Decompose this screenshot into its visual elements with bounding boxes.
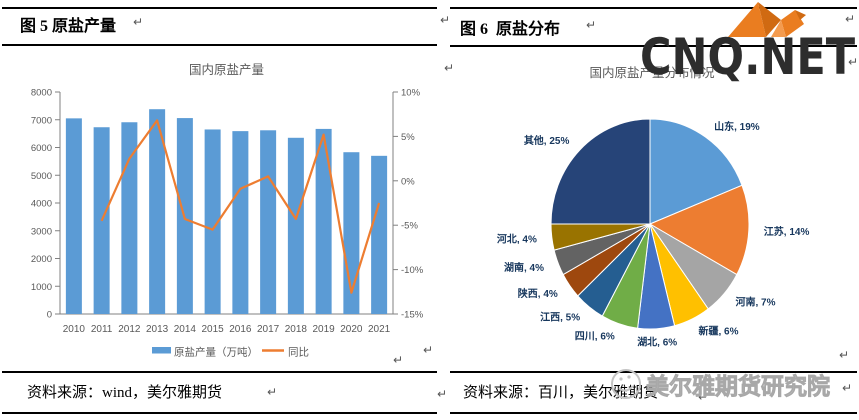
- left-axis-label: 7000: [31, 115, 52, 126]
- right-axis-label: -15%: [401, 310, 424, 321]
- right-table-footer-border: [450, 371, 857, 373]
- left-axis-label: 6000: [31, 143, 52, 154]
- x-axis-label: 2011: [91, 324, 113, 335]
- return-mark-icon: ↵: [437, 387, 448, 401]
- pie-label-湖南: 湖南, 4%: [504, 261, 544, 274]
- right-axis-label: 10%: [401, 88, 421, 99]
- right-table-bottom-border: [450, 412, 857, 414]
- bar-line-chart-svg: 国内原盐产量 0 1000 2000 3000 4000 5000 6000 7000 8000 1…: [31, 63, 424, 359]
- pie-label-江苏: 江苏, 14%: [764, 225, 810, 238]
- bar-2017: [260, 130, 277, 314]
- pie-label-湖北: 湖北, 6%: [637, 335, 677, 348]
- left-axis-label: 8000: [31, 88, 52, 99]
- bar-2010: [65, 118, 82, 314]
- right-table-top-border: [450, 7, 857, 9]
- return-mark-icon: ↵: [440, 13, 451, 27]
- pie-slice-其他: [550, 118, 651, 225]
- bar-2015: [204, 129, 221, 314]
- pie-label-陕西: 陕西, 4%: [518, 287, 558, 300]
- return-mark-icon: ↵: [444, 61, 455, 75]
- return-mark-icon: ↵: [845, 12, 856, 26]
- x-axis-label: 2019: [313, 324, 336, 335]
- right-axis-label: -10%: [401, 265, 424, 276]
- return-mark-icon: ↵: [133, 15, 144, 29]
- bar-2016: [232, 131, 249, 314]
- pie-label-江西: 江西, 5%: [540, 311, 580, 324]
- return-mark-icon: ↵: [267, 385, 278, 399]
- left-axis-label: 0: [47, 310, 52, 321]
- bar-2018: [287, 137, 304, 314]
- bar-2013: [149, 109, 166, 314]
- x-axis-label: 2012: [118, 324, 141, 335]
- x-axis-label: 2016: [229, 324, 252, 335]
- chart-title: 国内原盐产量: [189, 63, 264, 77]
- left-axis-label: 2000: [31, 254, 52, 265]
- x-axis-label: 2017: [257, 324, 280, 335]
- x-axis-label: 2021: [368, 324, 391, 335]
- left-axis-label: 5000: [31, 171, 52, 182]
- x-axis-label: 2015: [202, 324, 225, 335]
- cnq-logo: CNQ.NET: [640, 1, 858, 86]
- left-axis-label: 4000: [31, 199, 52, 210]
- return-mark-icon: ↵: [586, 18, 597, 32]
- left-axis-label: 3000: [31, 226, 52, 237]
- legend-line-label: 同比: [288, 346, 309, 359]
- right-source-note: 资料来源：百川，美尔雅期货: [463, 385, 659, 401]
- yoy-line: [100, 119, 381, 294]
- origami-bird-icon: [728, 2, 806, 37]
- pie-chart: 国内原盐产量分布情况山东, 19% 江苏, 14% 河南, 7% 新疆, 6% 湖北, …: [450, 44, 859, 370]
- right-axis-label: 5%: [401, 132, 415, 143]
- pie-slice-江苏: [648, 184, 750, 276]
- legend-bar-swatch: [152, 347, 171, 354]
- bar-line-chart: 国内原盐产量 0 1000 2000 3000 4000 5000 6000 7000 8000 1…: [0, 44, 440, 370]
- x-axis-label: 2014: [174, 324, 197, 335]
- return-mark-icon: ↵: [423, 343, 434, 357]
- return-mark-icon: ↵: [848, 55, 859, 69]
- figure6-title: 图 6 原盐分布: [460, 21, 561, 38]
- x-axis-label: 2018: [285, 324, 308, 335]
- return-mark-icon: ↵: [842, 381, 853, 395]
- x-axis-label: 2013: [146, 324, 169, 335]
- pie-label-河北: 河北, 4%: [497, 232, 537, 245]
- pie-label-其他: 其他, 25%: [524, 134, 570, 147]
- return-mark-icon: ↵: [839, 348, 850, 362]
- pie-label-山东: 山东, 19%: [714, 120, 760, 133]
- left-table-header-border: [2, 44, 437, 46]
- right-table-header-border: [450, 45, 857, 47]
- legend-bar-label: 原盐产量（万吨）: [174, 346, 258, 359]
- left-source-note: 资料来源：wind，美尔雅期货: [27, 385, 223, 401]
- bar-2019: [315, 128, 332, 314]
- left-table-footer-border: [2, 371, 437, 373]
- left-table-top-border: [2, 7, 437, 9]
- figure5-title: 图 5 原盐产量: [20, 18, 117, 35]
- pie-label-河南: 河南, 7%: [736, 296, 776, 309]
- pie-label-四川: 四川, 6%: [575, 331, 615, 343]
- right-axis-label: 0%: [401, 176, 415, 187]
- x-axis-label: 2010: [63, 324, 86, 335]
- chart-title: 国内原盐产量分布情况: [589, 66, 715, 80]
- left-axis-label: 1000: [31, 282, 52, 293]
- left-table-bottom-border: [2, 412, 437, 414]
- pie-slice-山东: [649, 118, 743, 225]
- bar-2021: [371, 155, 388, 314]
- right-axis-label: -5%: [401, 221, 418, 232]
- pie-label-新疆: 新疆, 6%: [699, 324, 739, 337]
- x-axis-label: 2020: [340, 324, 363, 335]
- return-mark-icon: ↵: [698, 390, 709, 404]
- return-mark-icon: ↵: [393, 353, 404, 367]
- cnq-logo-text: CNQ.NET: [640, 28, 856, 86]
